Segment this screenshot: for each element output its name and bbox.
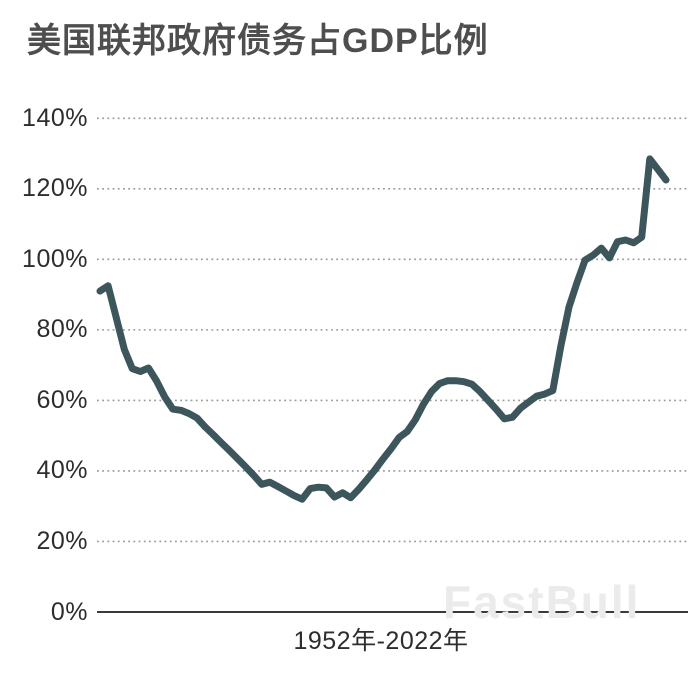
y-tick-label-40: 40% [36, 456, 88, 485]
y-tick-label-20: 20% [36, 526, 88, 555]
y-tick-label-140: 140% [22, 103, 88, 132]
debt-gdp-data-line [96, 155, 670, 503]
y-tick-label-60: 60% [36, 385, 88, 414]
y-tick-label-120: 120% [22, 174, 88, 203]
chart-title: 美国联邦政府债务占GDP比例 [27, 22, 489, 60]
y-tick-label-80: 80% [36, 315, 88, 344]
y-tick-label-100: 100% [22, 244, 88, 273]
watermark: FastBull [443, 576, 641, 628]
x-axis-label: 1952年-2022年 [293, 627, 469, 655]
y-tick-label-0: 0% [50, 597, 88, 626]
